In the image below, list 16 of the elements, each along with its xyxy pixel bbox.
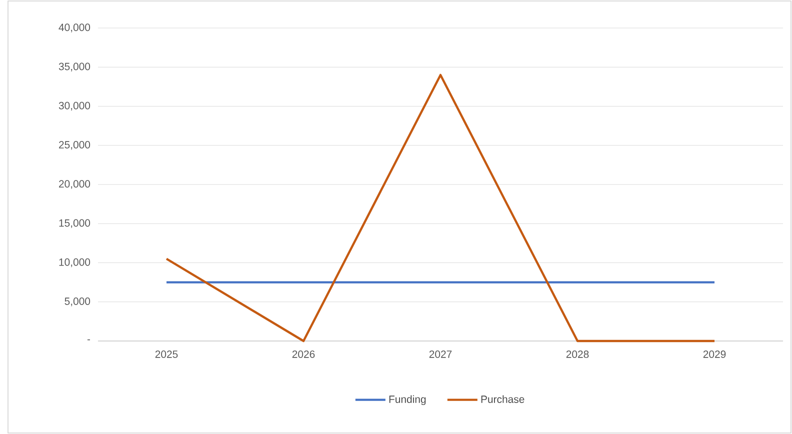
x-tick-label: 2029	[703, 350, 726, 358]
x-tick-label: 2026	[292, 350, 315, 358]
x-tick-label: 2028	[566, 350, 589, 358]
x-tick-label: 2025	[155, 350, 178, 358]
y-tick-label: -	[87, 339, 90, 340]
y-tick-label: 20,000	[59, 180, 90, 189]
x-tick-label: 2027	[429, 350, 452, 358]
y-tick-label: 35,000	[58, 62, 90, 72]
y-tick-label: 15,000	[59, 219, 90, 228]
y-tick-label: 30,000	[58, 102, 90, 111]
legend-label: Funding	[389, 395, 426, 406]
y-tick-label: 5,000	[64, 298, 90, 306]
y-tick-label: 25,000	[59, 141, 90, 150]
y-tick-label: 40,000	[58, 24, 90, 32]
y-tick-label: 10,000	[59, 258, 90, 268]
legend-label: Purchase	[481, 395, 524, 403]
